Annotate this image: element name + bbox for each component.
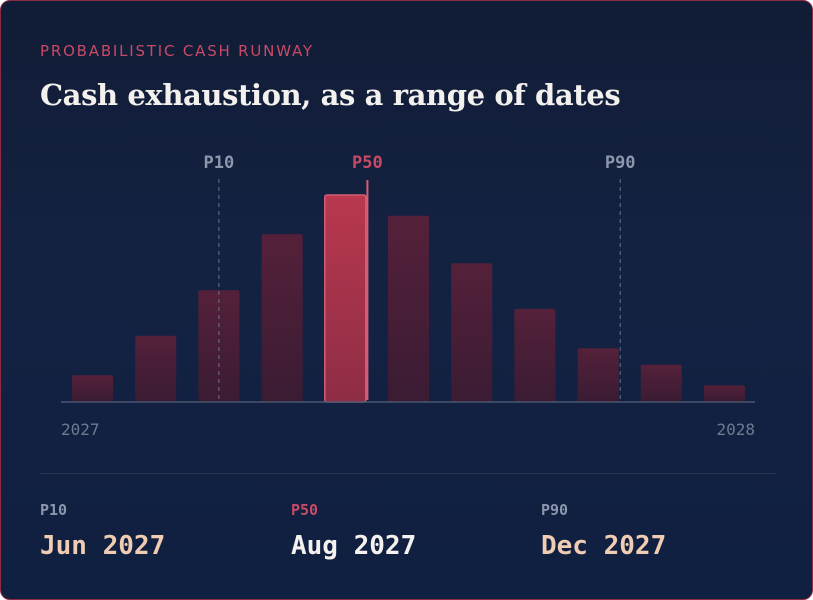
histogram-bar — [514, 308, 556, 403]
histogram-bar — [135, 335, 177, 402]
stat-p90-value: Dec 2027 — [541, 531, 667, 561]
stat-p10: P10 Jun 2027 — [40, 501, 165, 562]
markers-layer: P10 P50 P90 — [204, 153, 636, 400]
x-axis-start-label: 2027 — [61, 420, 100, 439]
card-title: Cash exhaustion, as a range of dates — [40, 78, 621, 112]
stat-p50: P50 Aug 2027 — [291, 501, 416, 562]
stat-p90: P90 Dec 2027 — [541, 501, 666, 562]
histogram-bar — [704, 385, 745, 402]
x-axis-end-label: 2028 — [716, 420, 755, 439]
percentile-marker-label-p90: P90 — [605, 153, 636, 173]
histogram-bar — [577, 348, 619, 402]
histogram-bar-highlighted — [324, 194, 367, 403]
stat-p10-value: Jun 2027 — [40, 531, 166, 561]
histogram-bar — [72, 375, 113, 402]
stat-p10-label: P10 — [40, 501, 68, 519]
histogram-bar — [640, 364, 682, 402]
histogram-bar — [198, 290, 240, 402]
percentile-marker-label-p50: P50 — [352, 153, 383, 173]
card-eyebrow: PROBABILISTIC CASH RUNWAY — [40, 42, 314, 60]
stat-p50-label: P50 — [291, 501, 319, 519]
histogram-bar — [388, 215, 429, 402]
section-divider — [40, 473, 776, 474]
stat-p90-label: P90 — [541, 501, 569, 519]
percentile-marker-label-p10: P10 — [204, 153, 235, 173]
stat-p50-value: Aug 2027 — [291, 531, 417, 561]
histogram-bar — [261, 234, 303, 402]
bars-layer — [72, 194, 745, 403]
histogram-bar — [451, 263, 493, 402]
runway-distribution-chart: P10 P50 P90 2027 2028 — [61, 153, 755, 439]
